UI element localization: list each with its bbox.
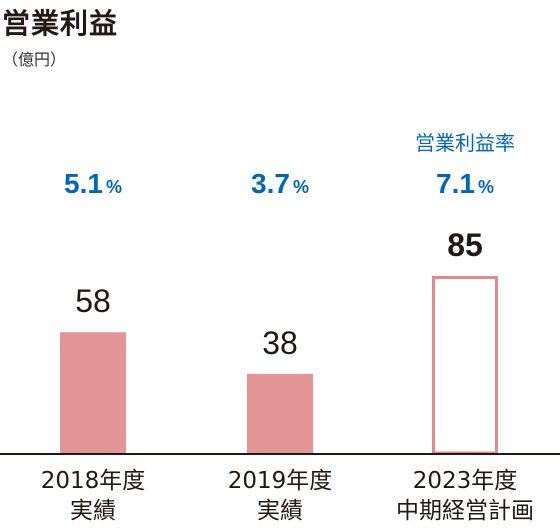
bar-2-plan xyxy=(432,276,498,455)
margin-series-title: 営業利益率 xyxy=(415,131,515,155)
bar-0 xyxy=(60,332,126,453)
category-label-0-line1: 2018年度 xyxy=(41,468,146,494)
margin-unit-1: % xyxy=(293,177,309,197)
margin-value-0: 5.1 xyxy=(64,168,103,199)
category-label-2-line1: 2023年度 xyxy=(413,468,518,494)
margin-unit-0: % xyxy=(106,177,122,197)
category-label-0-line2: 実績 xyxy=(70,498,116,524)
category-label-2-line2: 中期経営計画 xyxy=(396,498,534,524)
margin-unit-2: % xyxy=(478,177,494,197)
category-label-1-line2: 実績 xyxy=(257,498,303,524)
unit-label: （億円） xyxy=(2,50,67,69)
chart-title: 営業利益 xyxy=(2,7,119,40)
value-label-2: 85 xyxy=(447,227,483,263)
bar-1 xyxy=(247,373,313,453)
margin-label-2: 7.1% xyxy=(436,168,494,199)
margin-value-1: 3.7 xyxy=(251,168,290,199)
margin-value-2: 7.1 xyxy=(436,168,475,199)
value-label-1: 38 xyxy=(262,325,298,361)
category-label-1-line1: 2019年度 xyxy=(228,468,333,494)
value-label-0: 58 xyxy=(75,283,111,319)
margin-label-0: 5.1% xyxy=(64,168,122,199)
margin-label-1: 3.7% xyxy=(251,168,309,199)
